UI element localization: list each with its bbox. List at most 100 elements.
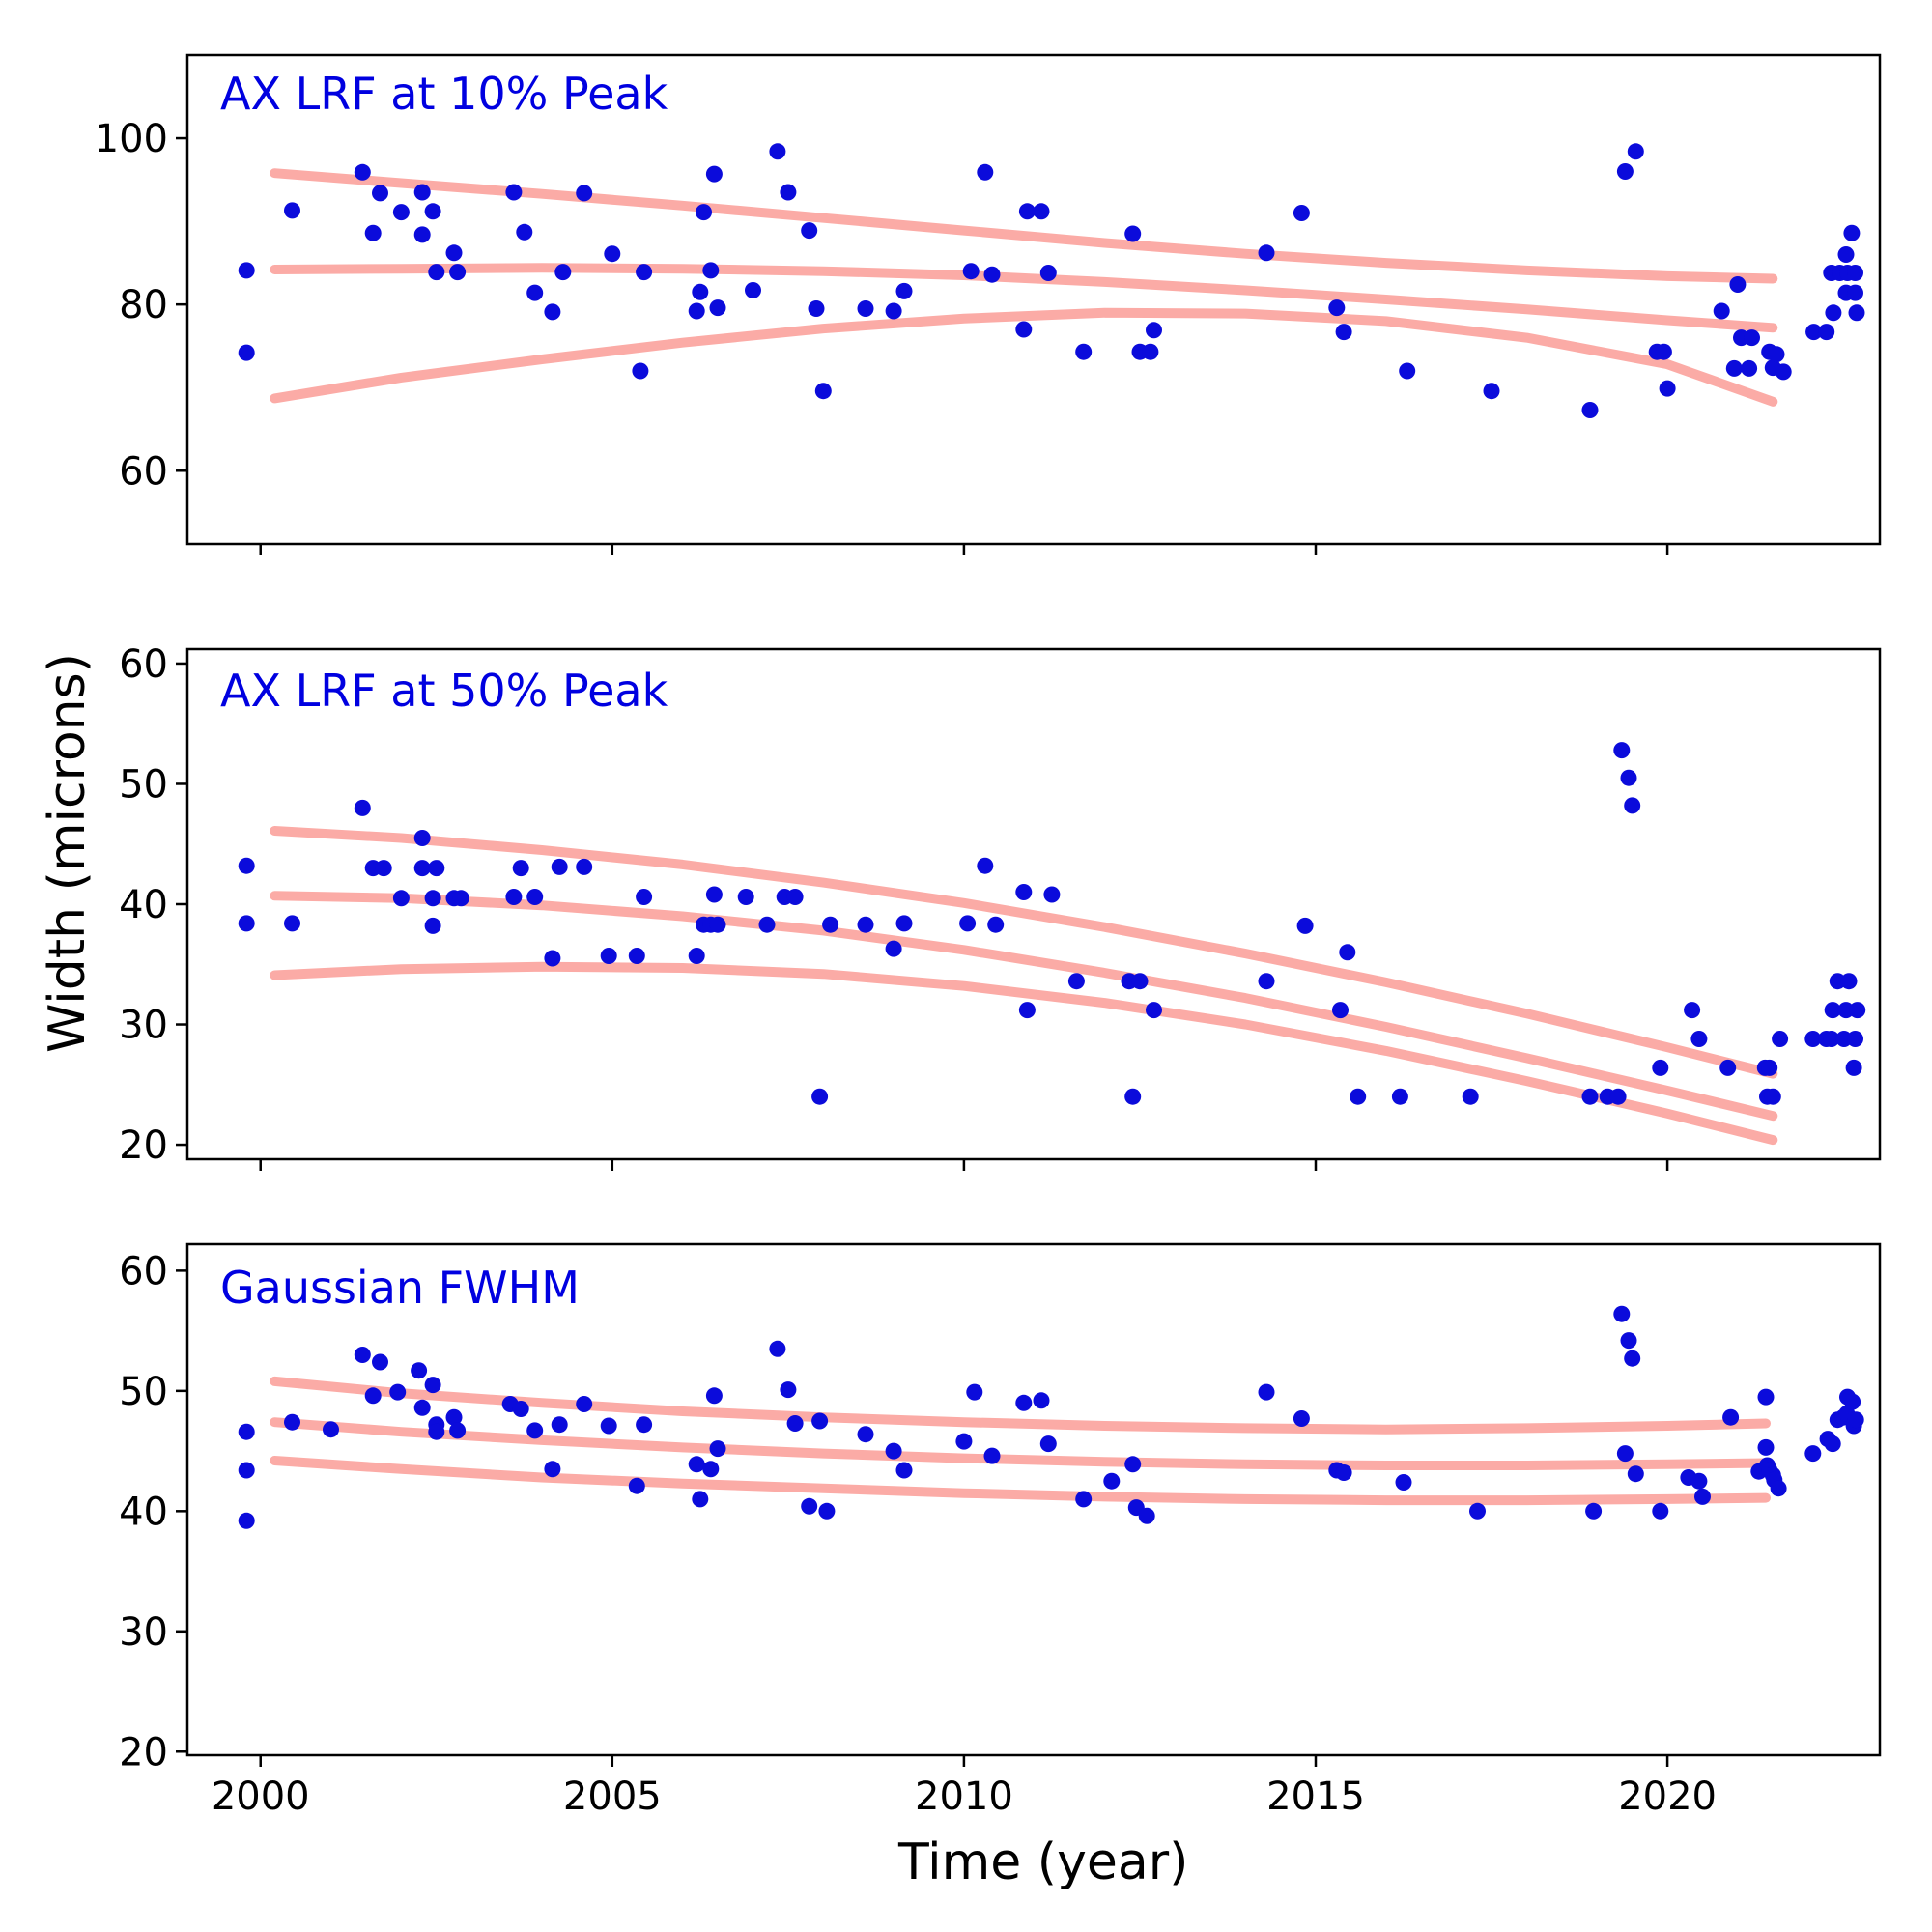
data-point	[705, 165, 723, 183]
subplot-1-title: AX LRF at 10% Peak	[220, 68, 668, 120]
data-point	[628, 948, 645, 964]
data-point	[801, 1497, 818, 1515]
data-point	[1293, 1410, 1310, 1427]
data-point	[413, 830, 431, 846]
y-tick-label: 100	[95, 117, 168, 161]
data-point	[1805, 324, 1823, 341]
data-point	[705, 1387, 723, 1405]
data-point	[1840, 973, 1858, 990]
data-point	[392, 204, 410, 221]
data-point	[1624, 1350, 1641, 1367]
y-tick-label: 50	[119, 762, 168, 807]
data-point	[238, 344, 255, 361]
x-tick-label: 2010	[915, 1775, 1013, 1819]
subplot-2-title: AX LRF at 50% Peak	[220, 665, 668, 717]
x-tick-label: 2000	[212, 1775, 310, 1819]
data-point	[1335, 324, 1352, 341]
data-point	[1335, 1464, 1352, 1481]
data-point	[1033, 203, 1050, 220]
data-point	[1613, 1305, 1631, 1322]
data-point	[983, 266, 1001, 283]
data-point	[709, 299, 726, 317]
data-point	[1659, 380, 1676, 397]
data-point	[1296, 917, 1314, 934]
data-point	[413, 226, 431, 243]
data-point	[445, 244, 463, 262]
data-point	[818, 1502, 836, 1520]
data-point	[895, 915, 913, 932]
x-tick-label: 2020	[1618, 1775, 1717, 1819]
data-point	[1015, 884, 1033, 900]
data-point	[238, 915, 255, 932]
data-point	[1075, 1491, 1093, 1508]
y-tick-label: 80	[119, 283, 168, 327]
data-point	[512, 860, 529, 877]
data-point	[392, 890, 410, 907]
y-tick-label: 30	[119, 1004, 168, 1048]
data-point	[895, 1462, 913, 1479]
data-point	[786, 889, 804, 905]
data-point	[632, 362, 649, 380]
y-tick-label: 60	[119, 449, 168, 494]
data-point	[1655, 343, 1672, 360]
data-point	[1328, 299, 1346, 317]
data-point	[1741, 359, 1758, 377]
data-point	[1719, 1059, 1737, 1076]
data-point	[1039, 265, 1057, 281]
data-point	[238, 262, 255, 279]
data-point	[1339, 944, 1356, 961]
data-point	[1804, 1031, 1822, 1047]
fit-upper-curve	[270, 168, 1778, 284]
data-point	[857, 1426, 874, 1443]
data-point	[600, 948, 617, 964]
data-point	[604, 245, 621, 263]
data-point	[1843, 224, 1861, 242]
data-point	[1483, 383, 1500, 400]
data-point	[966, 1383, 983, 1401]
data-point	[1585, 1502, 1603, 1520]
data-point	[1142, 343, 1159, 360]
data-point	[1823, 1031, 1840, 1047]
data-point	[962, 263, 980, 280]
data-point	[551, 1416, 568, 1434]
data-point	[857, 916, 874, 933]
y-tick-label: 50	[119, 1370, 168, 1414]
data-point	[702, 262, 720, 279]
data-point	[1293, 205, 1310, 221]
subplot-2: 60 50 40 30 20	[119, 642, 1882, 1171]
data-point	[576, 185, 593, 202]
x-tick-label: 2005	[563, 1775, 662, 1819]
data-point	[786, 1415, 804, 1432]
y-tick-label: 40	[119, 1490, 168, 1534]
data-point	[1624, 797, 1641, 814]
y-axis-label: Width (microns)	[39, 653, 97, 1053]
data-point	[354, 163, 371, 181]
data-point	[372, 1353, 388, 1371]
data-point	[1103, 1472, 1121, 1490]
data-point	[323, 1421, 339, 1438]
data-point	[600, 1417, 617, 1435]
data-point	[516, 223, 533, 241]
data-point	[1694, 1488, 1711, 1505]
data-point	[1146, 322, 1162, 339]
data-point	[372, 185, 388, 202]
fit-middle-curve	[270, 263, 1778, 333]
data-point	[449, 264, 467, 281]
data-point	[1258, 244, 1275, 262]
data-point	[526, 889, 544, 905]
data-point	[780, 184, 797, 201]
data-point	[354, 799, 371, 816]
scatter-points	[238, 1305, 1864, 1529]
data-point	[544, 303, 561, 321]
data-point	[1722, 1408, 1740, 1426]
y-tick-label: 20	[119, 1123, 168, 1168]
data-point	[1124, 1456, 1142, 1473]
data-point	[284, 915, 300, 932]
scatter-points	[238, 143, 1865, 418]
data-point	[1146, 1002, 1162, 1019]
data-point	[696, 204, 712, 221]
data-point	[885, 302, 902, 320]
data-point	[505, 184, 523, 201]
fit-upper-curve	[270, 826, 1778, 1079]
